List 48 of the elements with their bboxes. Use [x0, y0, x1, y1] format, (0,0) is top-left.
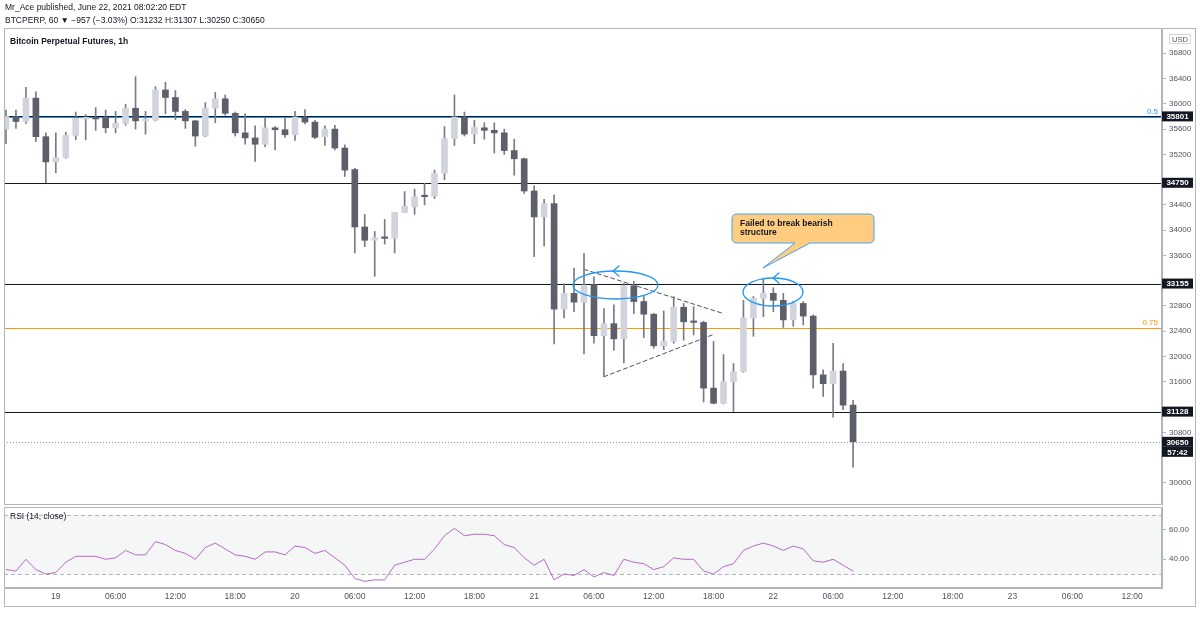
- y-tick-label: 35600: [1169, 124, 1192, 134]
- annotation: Failed to break bearish structure: [740, 217, 833, 238]
- y-tick-label: 60.00: [1169, 525, 1190, 535]
- ref-line-label: 35801: [1166, 112, 1190, 122]
- y-tick-label: 36000: [1169, 99, 1192, 109]
- x-tick-label: 21: [529, 591, 540, 602]
- ref-line-label: 30650: [1166, 437, 1190, 447]
- y-tick-label: 35200: [1169, 149, 1192, 159]
- x-tick-label: 06:00: [1061, 591, 1084, 602]
- x-tick-label: 18:00: [224, 591, 247, 602]
- x-tick-label: 12:00: [643, 591, 665, 602]
- x-tick-label: 12:00: [403, 591, 426, 602]
- y-tick-label: 33600: [1169, 250, 1192, 260]
- x-tick-label: 18:00: [942, 591, 964, 602]
- annotation: 57:42: [1167, 447, 1189, 457]
- y-tick-label: 36800: [1169, 48, 1192, 58]
- x-tick-label: 23: [1007, 591, 1018, 602]
- y-tick-label: 32800: [1169, 301, 1192, 311]
- y-tick-label: 30800: [1169, 427, 1192, 437]
- x-tick-label: 12:00: [1121, 591, 1144, 602]
- annotation: 0.5: [1146, 107, 1159, 117]
- x-tick-label: 06:00: [344, 591, 366, 602]
- x-tick-label: 18:00: [702, 591, 725, 602]
- x-tick-label: 22: [768, 591, 779, 602]
- chart-subtitle: BTCPERP, 60 ▼ −957 (−3.03%) O:31232 H:31307 L:30250 C:30650: [5, 15, 265, 26]
- ref-line-label: 34750: [1166, 178, 1190, 188]
- y-tick-label: 36400: [1169, 73, 1192, 83]
- text: Mr_Ace published, June 22, 2021 08:02:20 EDT: [5, 2, 187, 13]
- y-tick-label: 30000: [1169, 478, 1192, 488]
- x-tick-label: 20: [290, 591, 300, 602]
- x-tick-label: 06:00: [104, 591, 127, 602]
- x-tick-label: 12:00: [882, 591, 904, 602]
- y-tick-label: 32400: [1169, 326, 1192, 336]
- ref-line-label: 31128: [1166, 407, 1189, 417]
- y-tick-label: 31600: [1169, 377, 1192, 386]
- text: Bitcoin Perpetual Futures, 1h: [10, 36, 129, 47]
- y-tick-label: 34400: [1169, 200, 1192, 210]
- x-tick-label: 06:00: [822, 591, 845, 602]
- x-tick-label: 19: [51, 591, 61, 602]
- text: RSI (14, close): [10, 511, 67, 522]
- x-tick-label: 06:00: [583, 591, 605, 602]
- x-tick-label: 12:00: [164, 591, 187, 602]
- x-tick-label: 18:00: [463, 591, 486, 602]
- annotation: 0.75: [1142, 318, 1159, 328]
- y-tick-label: 40.00: [1169, 554, 1190, 564]
- y-tick-label: 34000: [1169, 225, 1192, 235]
- y-tick-label: 32000: [1169, 351, 1192, 361]
- ref-line-label: 33155: [1166, 279, 1190, 289]
